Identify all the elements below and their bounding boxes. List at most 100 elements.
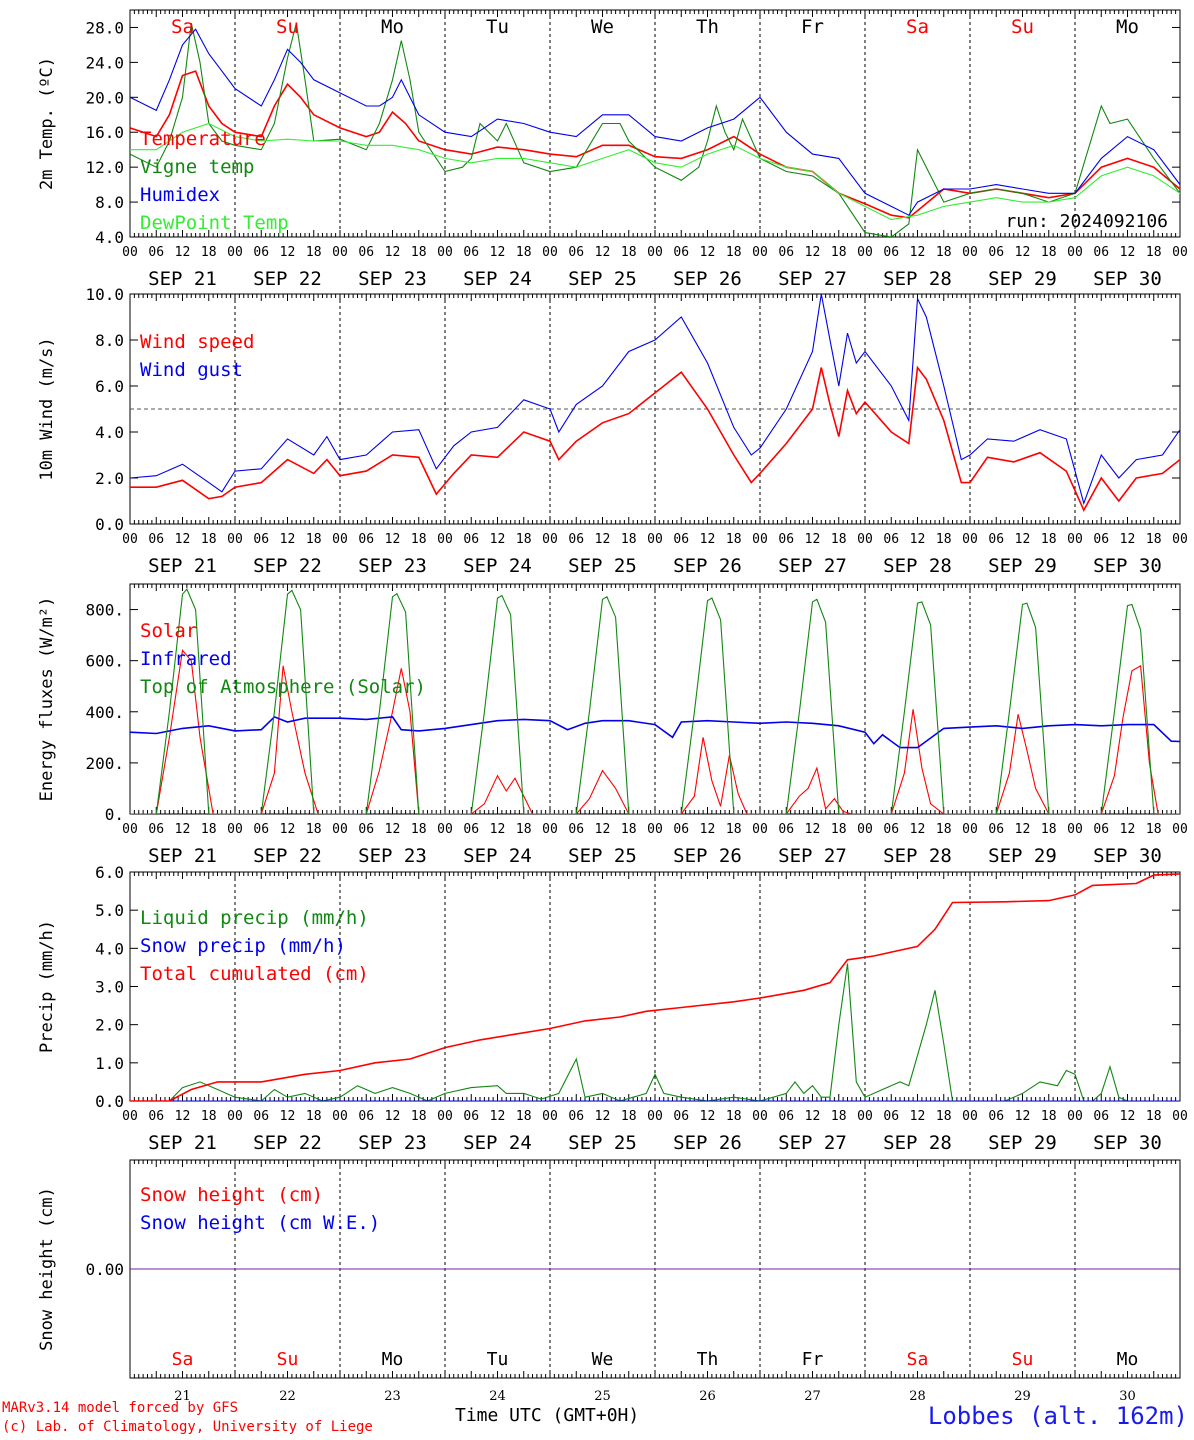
y-tick-label: 0. — [105, 805, 124, 824]
date-label: SEP 25 — [568, 1132, 637, 1154]
day-number-label: 22 — [279, 1389, 296, 1404]
legend-entry: Wind speed — [140, 331, 254, 353]
hour-tick-label: 00 — [857, 245, 873, 260]
hour-tick-label: 12 — [595, 245, 611, 260]
date-label: SEP 25 — [568, 555, 637, 577]
hour-tick-label: 18 — [831, 532, 847, 547]
date-label: SEP 23 — [358, 268, 427, 290]
hour-tick-label: 00 — [227, 822, 243, 837]
hour-tick-label: 18 — [936, 532, 952, 547]
hour-tick-label: 00 — [752, 532, 768, 547]
y-tick-label: 28.0 — [85, 18, 124, 37]
legend-entry: Solar — [140, 620, 197, 642]
hour-tick-label: 18 — [516, 1109, 532, 1124]
series-line — [130, 294, 1180, 506]
panel-temperature: 4.0 8.0 12.0 16.0 20.0 24.0 28.0 2m Temp. (ºC) T… — [37, 9, 1188, 290]
day-name-label: Mo — [382, 1349, 404, 1370]
hour-tick-label: 00 — [857, 822, 873, 837]
hour-tick-label: 00 — [647, 1109, 663, 1124]
hour-tick-label: 12 — [175, 822, 191, 837]
hour-tick-label: 18 — [1041, 532, 1057, 547]
y-tick-label: 200. — [85, 754, 124, 773]
hour-tick-label: 06 — [988, 822, 1004, 837]
hour-tick-label: 00 — [437, 245, 453, 260]
hour-tick-label: 00 — [752, 822, 768, 837]
panel-precip: 0.0 1.0 2.0 3.0 4.0 5.0 6.0 Precip (mm/h) Liquid… — [37, 863, 1188, 1154]
date-label: SEP 29 — [988, 1132, 1057, 1154]
day-name-label: Sa — [171, 16, 194, 38]
y-tick-label: 2.0 — [95, 469, 124, 488]
date-label: SEP 27 — [778, 845, 847, 867]
hour-tick-label: 06 — [1093, 1109, 1109, 1124]
hour-tick-label: 18 — [516, 245, 532, 260]
lab-credit: (c) Lab. of Climatology, University of L… — [2, 1419, 373, 1435]
hour-tick-label: 00 — [542, 1109, 558, 1124]
date-label: SEP 28 — [883, 555, 952, 577]
hour-tick-label: 00 — [962, 245, 978, 260]
hour-tick-label: 18 — [411, 245, 427, 260]
hour-tick-label: 06 — [148, 245, 164, 260]
hour-tick-label: 06 — [883, 822, 899, 837]
series-line — [130, 873, 1180, 1101]
hour-tick-label: 18 — [726, 245, 742, 260]
y-tick-label: 12.0 — [85, 158, 124, 177]
hour-tick-label: 00 — [647, 822, 663, 837]
hour-tick-label: 06 — [568, 245, 584, 260]
hour-tick-label: 18 — [411, 1109, 427, 1124]
legend-entry: Liquid precip (mm/h) — [140, 907, 369, 929]
date-label: SEP 27 — [778, 555, 847, 577]
hour-tick-label: 06 — [778, 822, 794, 837]
hour-tick-label: 18 — [411, 822, 427, 837]
y-tick-label: 6.0 — [95, 863, 124, 882]
hour-tick-label: 06 — [253, 532, 269, 547]
hour-tick-label: 00 — [1067, 1109, 1083, 1124]
hour-tick-label: 18 — [936, 245, 952, 260]
date-label: SEP 26 — [673, 1132, 742, 1154]
hour-tick-label: 18 — [306, 1109, 322, 1124]
hour-tick-label: 00 — [122, 822, 138, 837]
hour-tick-label: 18 — [726, 1109, 742, 1124]
hour-tick-label: 12 — [385, 1109, 401, 1124]
hour-tick-label: 00 — [332, 245, 348, 260]
y-tick-label: 8.0 — [95, 193, 124, 212]
day-name-label: We — [591, 16, 614, 38]
y-tick-label: 800. — [85, 601, 124, 620]
day-name-label: Fr — [802, 1349, 824, 1370]
y-axis-label: Precip (mm/h) — [37, 920, 57, 1053]
day-number-label: 29 — [1014, 1389, 1031, 1404]
date-label: SEP 26 — [673, 555, 742, 577]
date-label: SEP 30 — [1093, 845, 1162, 867]
y-tick-label: 5.0 — [95, 901, 124, 920]
date-label: SEP 24 — [463, 268, 532, 290]
hour-tick-label: 00 — [332, 1109, 348, 1124]
day-name-label: Tu — [487, 1349, 509, 1370]
hour-tick-label: 12 — [805, 532, 821, 547]
hour-tick-label: 12 — [175, 1109, 191, 1124]
y-tick-label: 16.0 — [85, 123, 124, 142]
series-line — [130, 70, 1180, 219]
y-tick-label: 1.0 — [95, 1054, 124, 1073]
hour-tick-label: 18 — [621, 1109, 637, 1124]
hour-tick-label: 12 — [280, 1109, 296, 1124]
date-label: SEP 23 — [358, 845, 427, 867]
day-name-label: Sa — [906, 16, 929, 38]
y-tick-label: 2.0 — [95, 1016, 124, 1035]
hour-tick-label: 12 — [175, 245, 191, 260]
hour-tick-label: 00 — [332, 822, 348, 837]
y-tick-label: 4.0 — [95, 228, 124, 247]
hour-tick-label: 06 — [358, 532, 374, 547]
hour-tick-label: 00 — [227, 532, 243, 547]
hour-tick-label: 00 — [752, 245, 768, 260]
hour-tick-label: 00 — [857, 532, 873, 547]
y-tick-label: 3.0 — [95, 978, 124, 997]
hour-tick-label: 06 — [358, 1109, 374, 1124]
y-tick-label: 4.0 — [95, 423, 124, 442]
x-axis-title: Time UTC (GMT+0H) — [455, 1405, 640, 1426]
hour-tick-label: 12 — [595, 1109, 611, 1124]
hour-tick-label: 06 — [1093, 822, 1109, 837]
hour-tick-label: 00 — [962, 532, 978, 547]
hour-tick-label: 18 — [201, 532, 217, 547]
date-label: SEP 27 — [778, 1132, 847, 1154]
model-credit: MARv3.14 model forced by GFS — [2, 1400, 239, 1416]
hour-tick-label: 00 — [962, 822, 978, 837]
